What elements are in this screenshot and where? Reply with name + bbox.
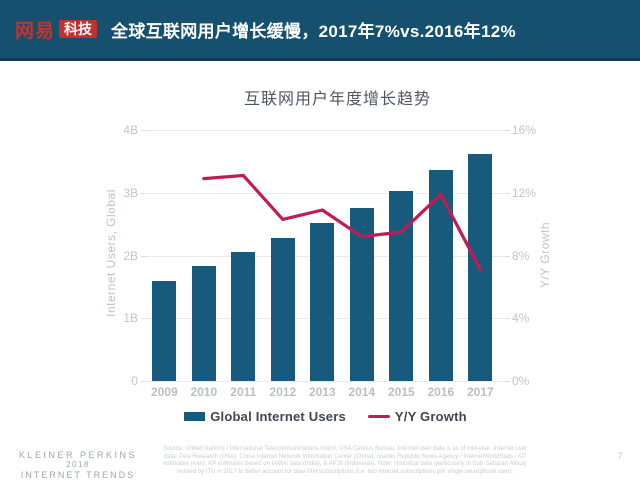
chart-legend: Global Internet Users Y/Y Growth	[146, 409, 505, 424]
source-line: Source: United Nations / International T…	[162, 446, 528, 452]
tick-mark-left	[141, 381, 146, 382]
tick-mark-right	[505, 381, 510, 382]
year-label-2015: 2015	[387, 385, 415, 399]
source-line: data: Pew Research (USA), China Internet…	[163, 453, 527, 460]
bar-2009	[152, 280, 177, 381]
left-tick-label: 2B	[123, 248, 138, 263]
right-tick-label: 0%	[512, 374, 530, 388]
tick-mark-left	[141, 318, 146, 320]
legend-item: Global Internet Users	[184, 409, 346, 424]
line-swatch-icon	[367, 415, 390, 418]
year-label-2016: 2016	[427, 385, 455, 399]
tick-mark-left	[141, 255, 146, 257]
year-label-2012: 2012	[269, 385, 297, 399]
brand-line: INTERNET TRENDS	[20, 469, 136, 480]
kleiner-perkins-brand: KLEINER PERKINS 2018 INTERNET TRENDS	[18, 450, 138, 480]
left-tick-label: 3B	[123, 185, 138, 200]
year-label-2011: 2011	[230, 385, 257, 399]
source-note: Source: United Nations / International T…	[145, 446, 545, 476]
gridline	[146, 381, 505, 382]
right-tick-label: 12%	[512, 185, 537, 200]
brand-line: 2018	[66, 460, 90, 470]
year-label-2009: 2009	[150, 385, 178, 399]
year-label-2010: 2010	[190, 385, 218, 399]
tick-mark-right	[505, 130, 510, 131]
chart-title: 互联网用户年度增长趋势	[243, 91, 431, 108]
page-number: 7	[617, 451, 623, 461]
bar-swatch-icon	[184, 412, 206, 421]
bar-2013	[310, 222, 335, 381]
left-tick-label: 1B	[123, 311, 138, 326]
year-label-2017: 2017	[466, 385, 494, 399]
left-axis-title: Internet Users, Global	[104, 189, 118, 317]
right-tick-label: 16%	[512, 123, 537, 137]
bar-2016	[428, 169, 453, 381]
bar-2012	[270, 237, 295, 381]
tick-mark-right	[505, 255, 510, 257]
right-tick-label: 4%	[512, 311, 530, 326]
header-bar: 网易 科技 全球互联网用户增长缓慢，2017年7%vs.2016年12%	[0, 0, 640, 61]
tick-mark-right	[505, 192, 510, 194]
brand-line: KLEINER PERKINS	[18, 450, 138, 460]
left-tick-label: 0	[131, 374, 138, 388]
source-line: estimates (Iran), KP estimates based on …	[163, 461, 527, 467]
gridline	[146, 130, 505, 131]
year-label-2014: 2014	[348, 385, 376, 399]
legend-label: Y/Y Growth	[394, 409, 467, 424]
slide-title: 全球互联网用户增长缓慢，2017年7%vs.2016年12%	[111, 21, 516, 41]
netease-tech-logo: 网易 科技	[15, 16, 98, 43]
tick-mark-left	[141, 192, 146, 194]
right-tick-label: 8%	[512, 248, 530, 263]
gridline	[146, 192, 505, 194]
legend-label: Global Internet Users	[210, 409, 346, 424]
tick-mark-right	[505, 318, 510, 320]
tech-logo-badge: 科技	[59, 20, 98, 38]
growth-line-series	[202, 173, 482, 272]
legend-item: Y/Y Growth	[367, 409, 467, 424]
year-label-2013: 2013	[308, 385, 336, 399]
bar-2011	[231, 251, 256, 381]
netease-logo-text: 网易	[15, 19, 56, 42]
tick-mark-left	[141, 130, 146, 131]
bar-2010	[191, 266, 216, 381]
yy-growth-line	[202, 173, 482, 272]
source-line: revised by ITU in 2017 to better account…	[176, 468, 514, 475]
left-tick-label: 4B	[123, 123, 138, 137]
right-axis-title: Y/Y Growth	[538, 221, 552, 289]
